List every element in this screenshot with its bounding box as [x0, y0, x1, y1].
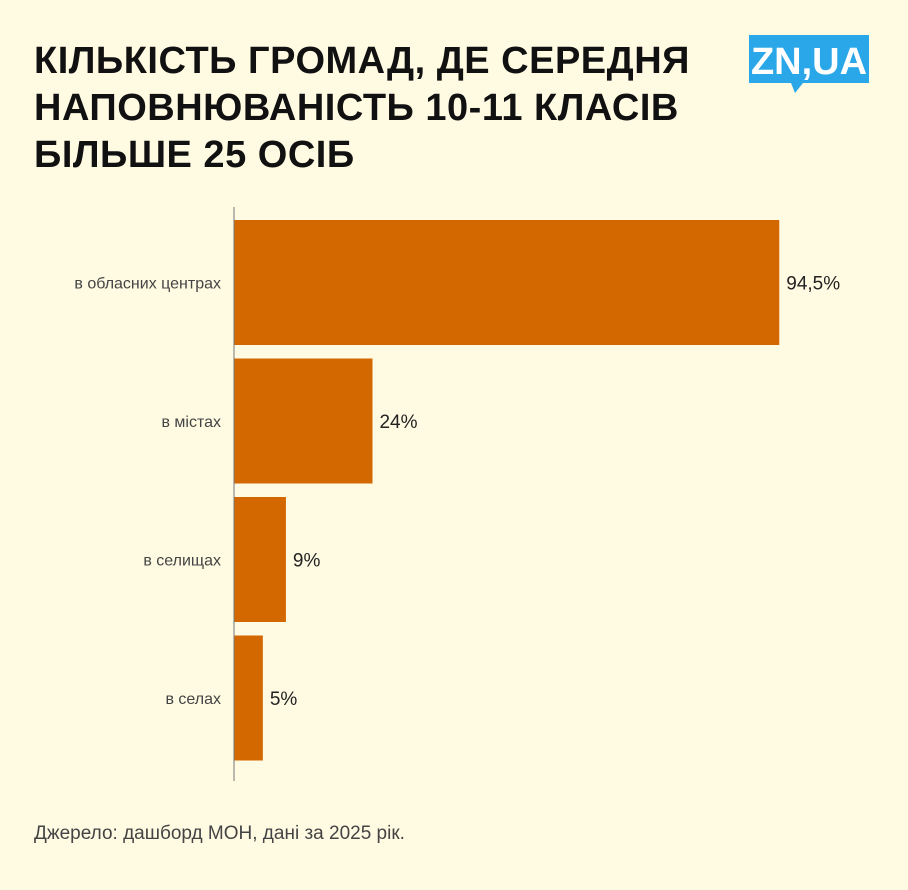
title-line-2: НАПОВНЮВАНІСТЬ 10-11 КЛАСІВ [34, 87, 679, 129]
value-label-4: 5% [270, 689, 298, 710]
logo-badge [749, 35, 869, 93]
category-label-3: в селищах [143, 553, 221, 570]
logo-text: ZN,UA [751, 41, 867, 83]
category-label-4: в селах [165, 691, 221, 708]
bar-2 [234, 358, 373, 484]
value-label-2: 24% [379, 412, 417, 433]
zn-ua-logo: ZN,UA [749, 35, 869, 93]
bar-chart: в обласних центрах 94,5% в містах 24% в сели… [74, 207, 840, 781]
value-label-3: 9% [293, 551, 321, 572]
category-label-1: в обласних центрах [74, 276, 221, 293]
source-note: Джерело: дашборд МОН, дані за 2025 рік. [34, 823, 405, 844]
title-line-3: БІЛЬШЕ 25 ОСІБ [34, 134, 355, 176]
category-label-2: в містах [161, 414, 221, 431]
bar-4 [234, 635, 263, 761]
value-label-1: 94,5% [786, 274, 840, 295]
bar-3 [234, 497, 286, 622]
bar-1 [234, 220, 780, 345]
title-line-1: КІЛЬКІСТЬ ГРОМАД, ДЕ СЕРЕДНЯ [34, 40, 690, 82]
chart-title: КІЛЬКІСТЬ ГРОМАД, ДЕ СЕРЕДНЯ НАПОВНЮВАНІ… [34, 38, 734, 179]
